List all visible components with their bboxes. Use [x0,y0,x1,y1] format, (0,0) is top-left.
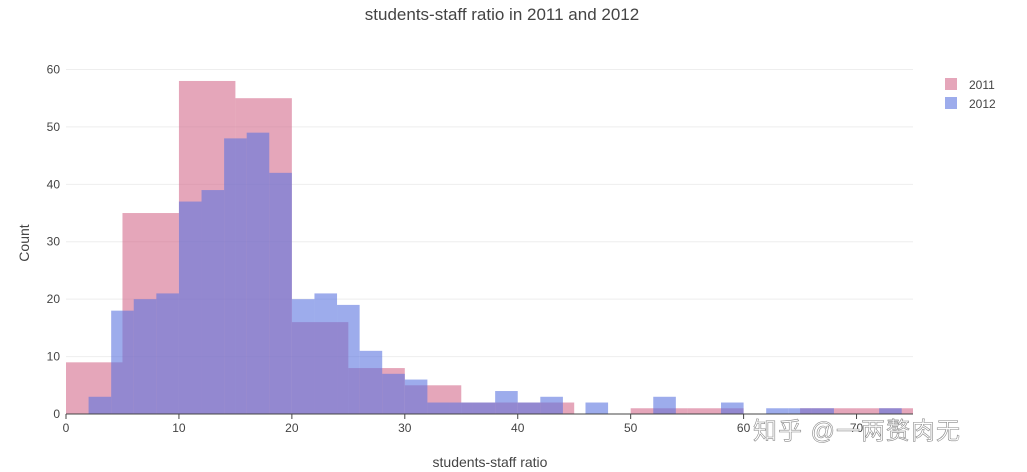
bar-2012 [811,408,834,414]
y-tick-label: 0 [53,407,60,421]
x-axis-label: students-staff ratio [433,454,548,470]
bar-2012 [269,172,292,414]
legend[interactable]: 2011 2012 [945,78,996,111]
y-tick-label: 10 [47,350,61,364]
bar-2012 [449,402,473,414]
bar-2012 [382,373,405,414]
x-tick-label: 60 [737,421,751,435]
bars [66,80,913,415]
bar-2012 [359,350,383,414]
bar-2012 [111,310,134,414]
legend-label: 2011 [969,78,995,92]
bar-2012 [540,396,563,414]
x-tick-label: 70 [850,421,864,435]
chart-title: students-staff ratio in 2011 and 2012 [365,5,639,24]
legend-swatch [945,78,957,90]
legend-swatch [945,97,957,109]
y-axis-ticks: 0 10 20 30 40 50 60 [47,62,61,421]
bar-2011 [687,408,744,414]
watermark-text: 知乎 @一两赘肉无 [753,418,961,445]
x-axis-ticks: 0 10 20 30 40 50 60 70 [63,413,913,435]
bar-2012 [472,402,496,414]
x-tick-label: 40 [511,421,525,435]
bar-2012 [178,201,202,414]
y-tick-label: 50 [47,120,61,134]
bar-2012 [427,402,450,414]
y-tick-label: 60 [47,62,61,76]
bar-2012 [766,408,789,414]
y-tick-label: 40 [47,177,61,191]
bar-2012 [495,391,518,414]
bar-2012 [788,408,812,414]
legend-label: 2012 [969,97,996,111]
y-tick-label: 20 [47,292,61,306]
bar-2012 [404,379,428,414]
x-tick-label: 10 [172,421,186,435]
x-tick-label: 0 [63,421,70,435]
legend-item-2012[interactable]: 2012 [945,97,996,111]
bar-2012 [88,396,112,414]
x-tick-label: 30 [398,421,412,435]
bar-2012 [337,304,360,414]
bar-2012 [653,396,676,414]
bar-2012 [314,293,338,414]
x-tick-label: 50 [624,421,638,435]
x-tick-label: 20 [285,421,299,435]
series-2012 [88,132,902,415]
bar-2012 [517,402,541,414]
bar-2012 [721,402,744,414]
legend-item-2011[interactable]: 2011 [945,78,995,92]
bar-2012 [585,402,609,414]
bar-2012 [133,299,157,414]
y-tick-label: 30 [47,235,61,249]
bar-2012 [246,132,270,415]
bar-2012 [291,299,315,414]
bar-2012 [156,293,179,414]
bar-2012 [224,138,247,415]
bar-2012 [879,408,902,414]
bar-2012 [201,190,225,414]
y-axis-label: Count [16,224,32,261]
